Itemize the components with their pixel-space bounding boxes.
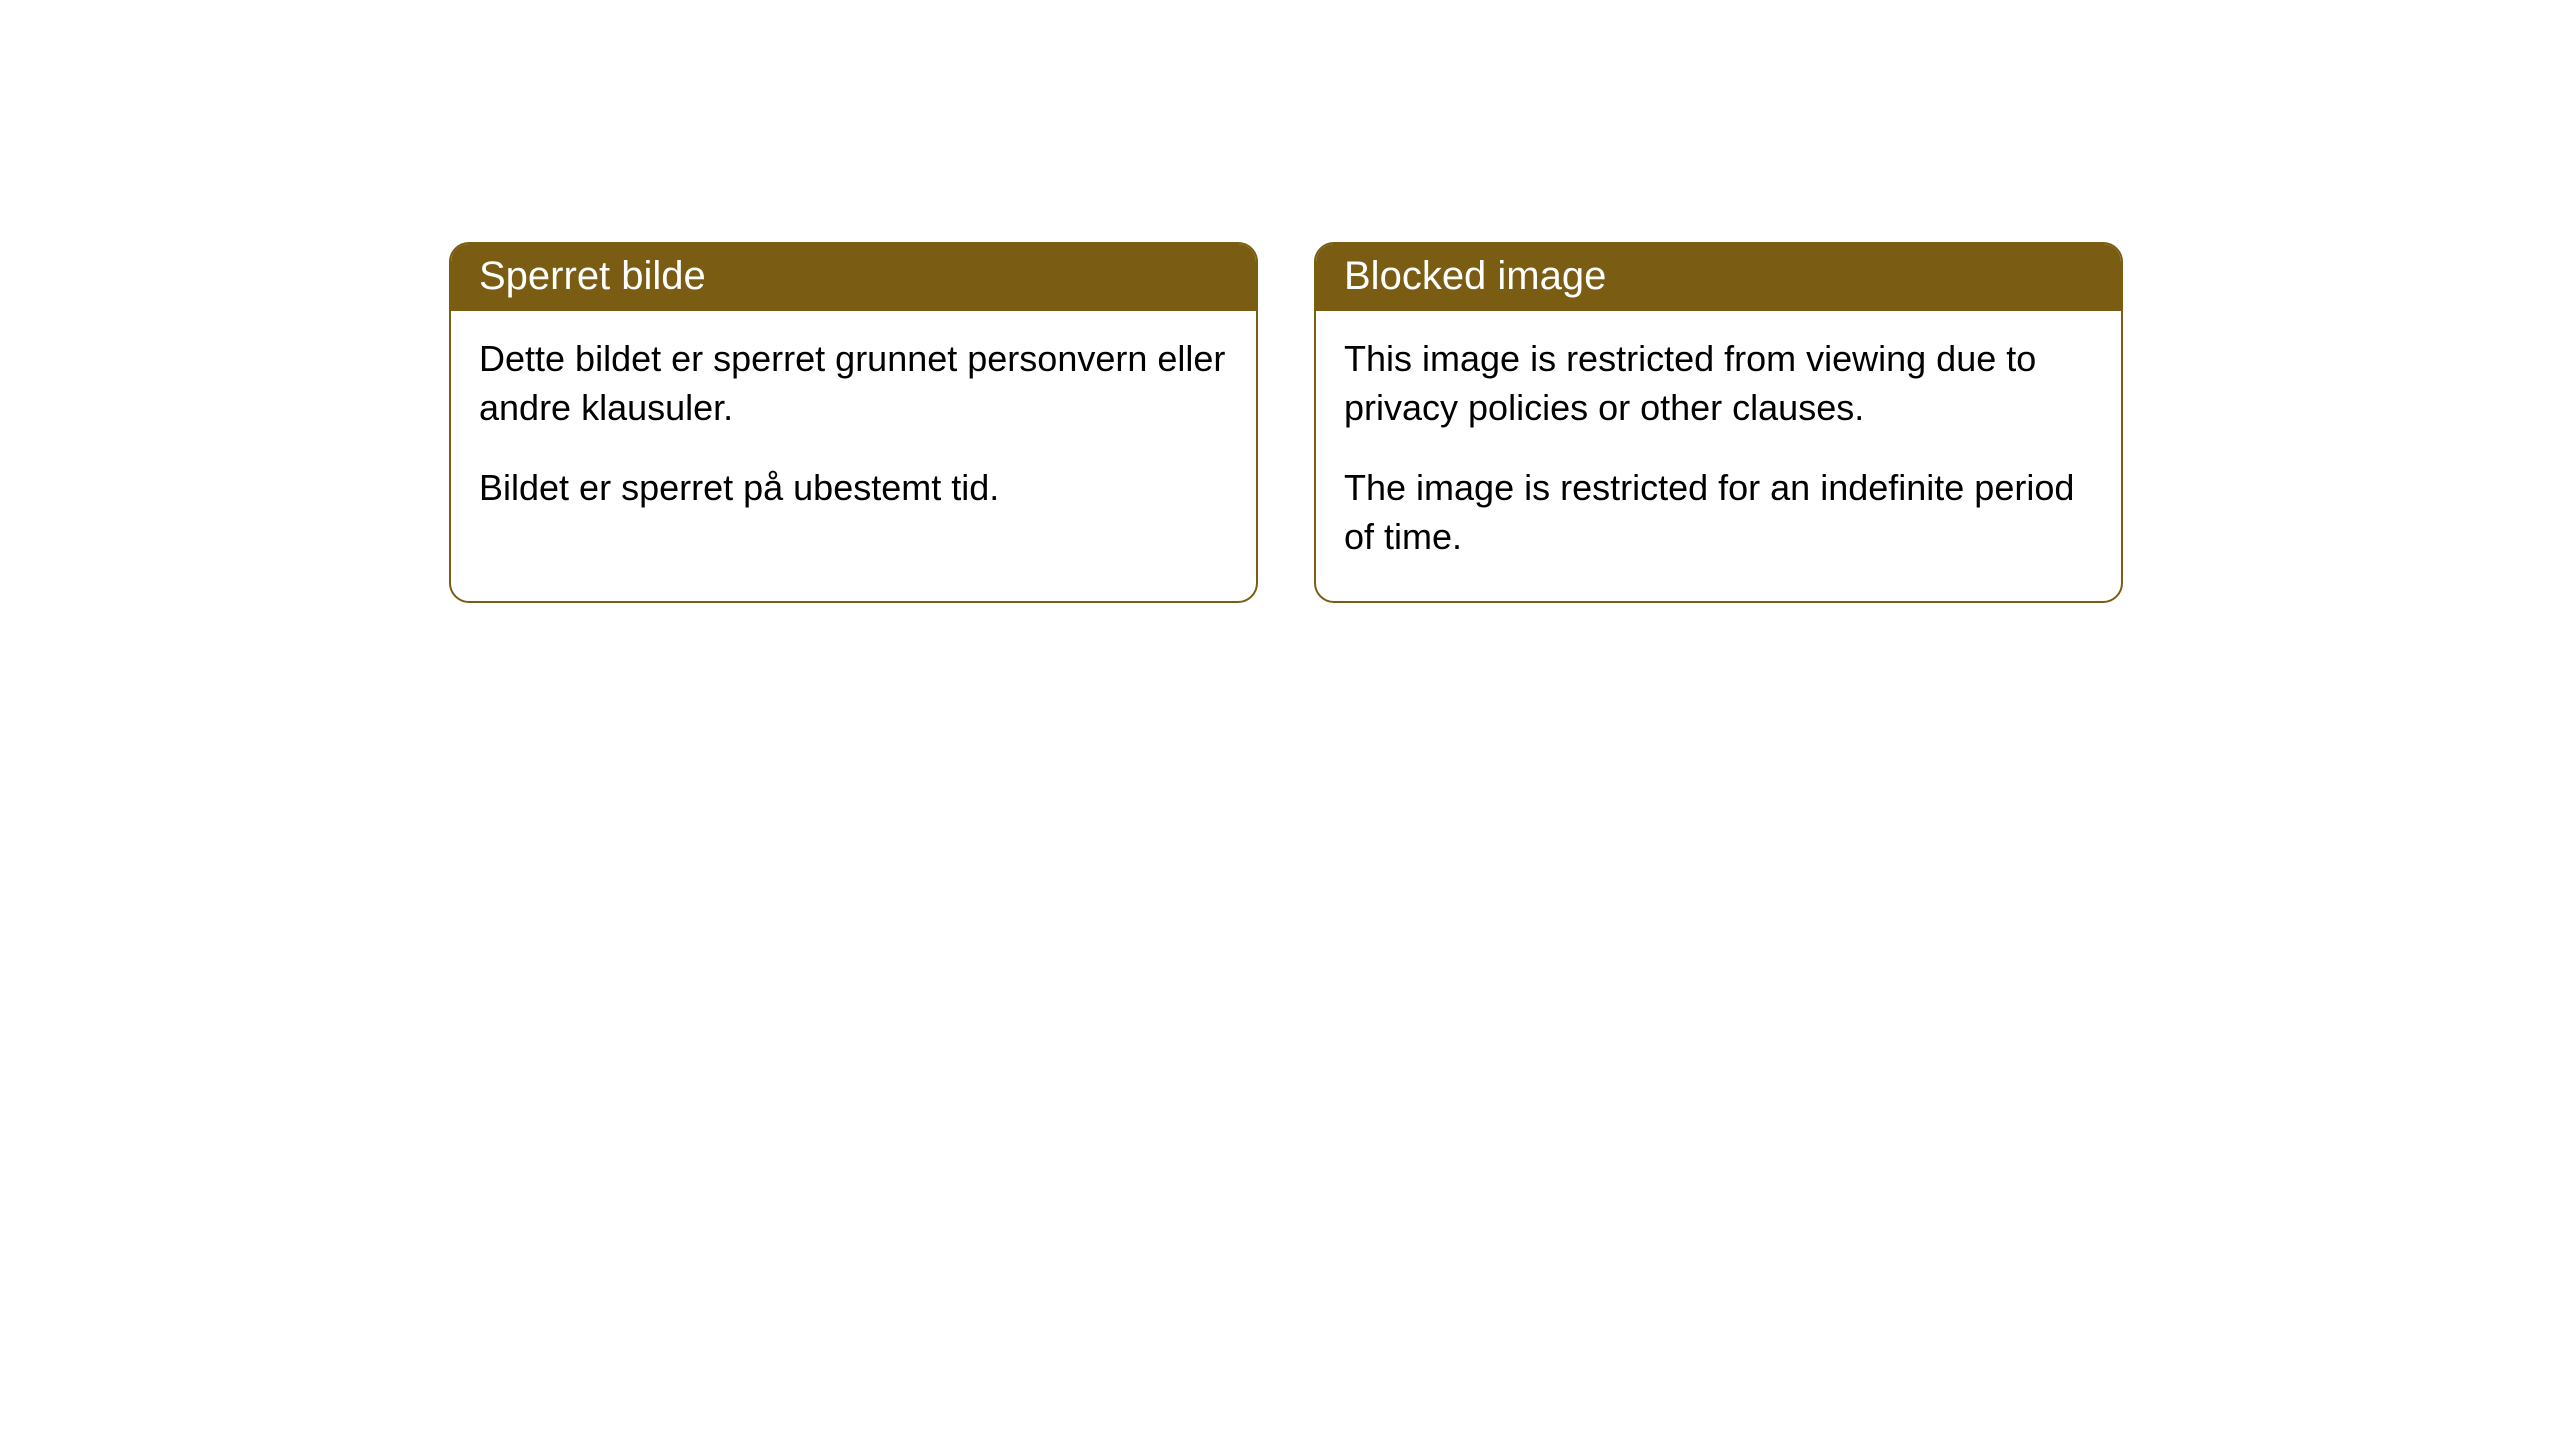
card-header: Sperret bilde [451, 244, 1256, 311]
card-header: Blocked image [1316, 244, 2121, 311]
notice-card-english: Blocked image This image is restricted f… [1314, 242, 2123, 603]
card-body: This image is restricted from viewing du… [1316, 311, 2121, 601]
card-title: Blocked image [1344, 254, 1606, 298]
card-title: Sperret bilde [479, 254, 706, 298]
card-body: Dette bildet er sperret grunnet personve… [451, 311, 1256, 553]
card-paragraph: This image is restricted from viewing du… [1344, 335, 2093, 432]
notice-cards-container: Sperret bilde Dette bildet er sperret gr… [0, 0, 2560, 603]
card-paragraph: Dette bildet er sperret grunnet personve… [479, 335, 1228, 432]
card-paragraph: The image is restricted for an indefinit… [1344, 464, 2093, 561]
notice-card-norwegian: Sperret bilde Dette bildet er sperret gr… [449, 242, 1258, 603]
card-paragraph: Bildet er sperret på ubestemt tid. [479, 464, 1228, 513]
